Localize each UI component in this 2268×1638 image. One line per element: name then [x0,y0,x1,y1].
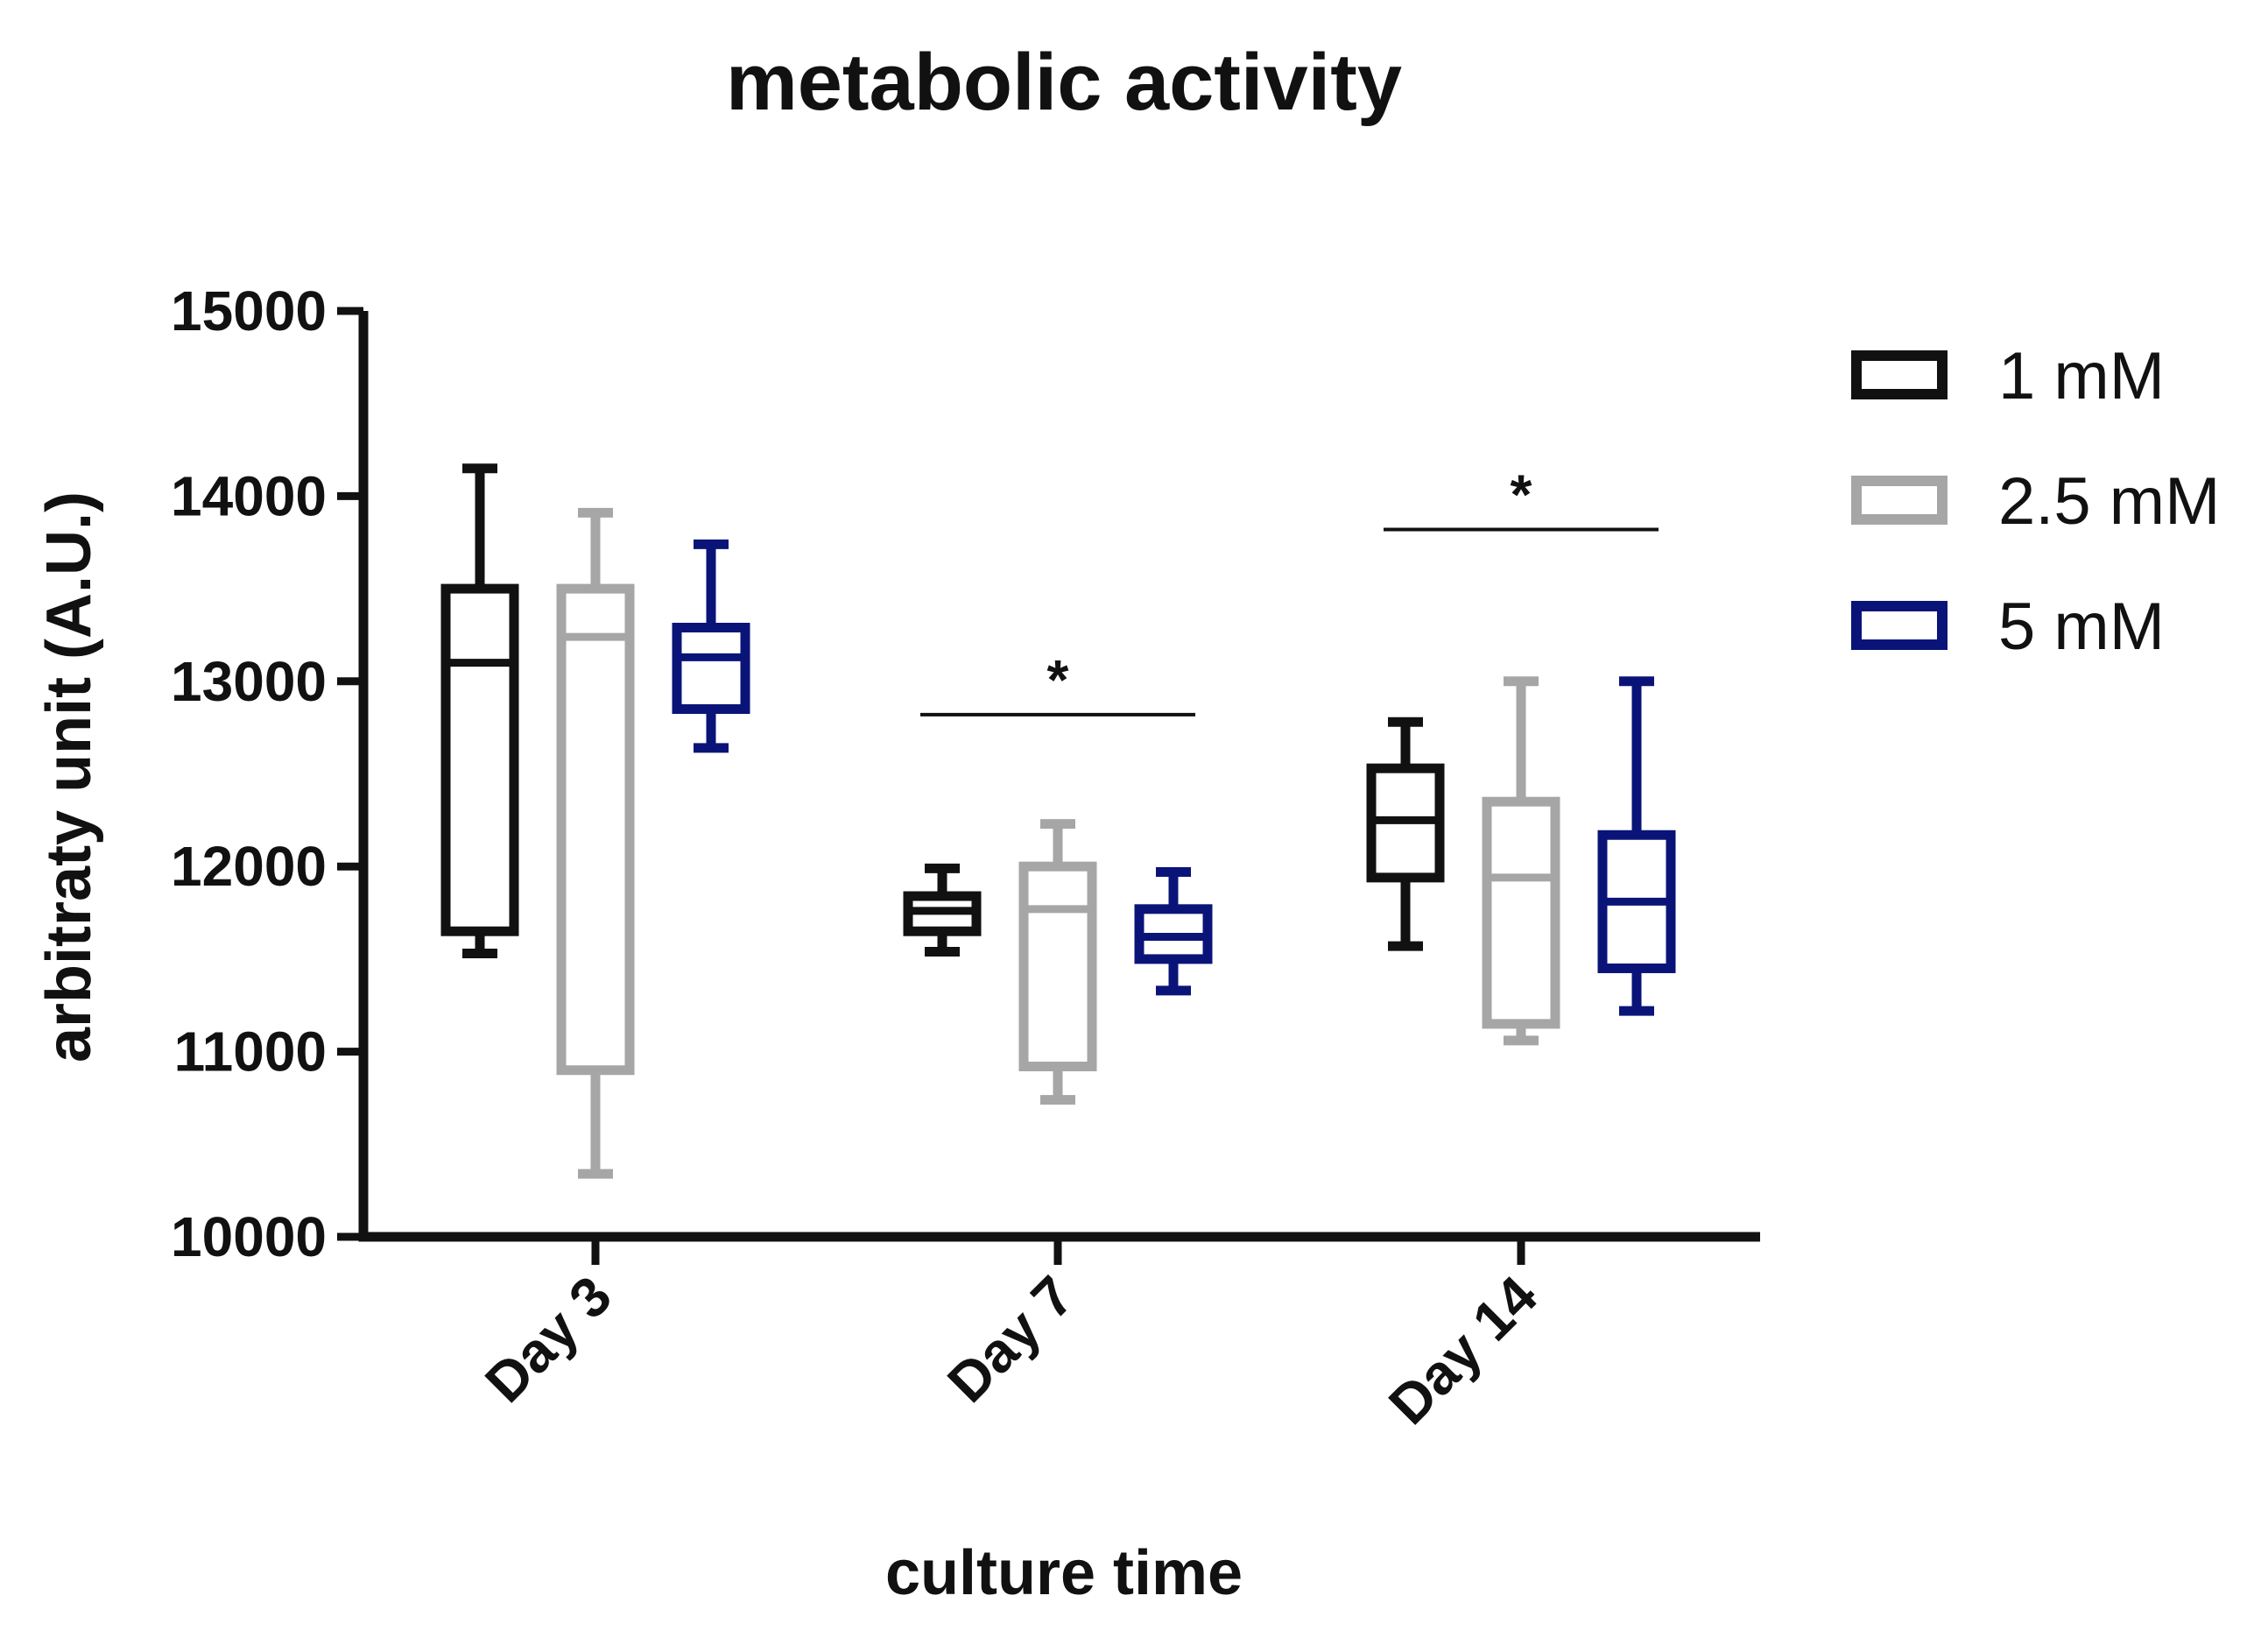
legend-swatch [1851,476,1948,525]
chart-title: metabolic activity [726,38,1402,127]
box-1-mm-day-7 [903,863,982,957]
significance-star: * [1047,648,1069,711]
legend-swatch [1851,601,1948,650]
legend-label: 2.5 mM [1998,464,2220,539]
box-iqr [672,622,750,715]
box-2-5-mm-day-14 [1482,676,1560,1046]
box-2-5-mm-day-7 [1018,819,1097,1105]
box-5-mm-day-14 [1597,676,1676,1016]
x-tick-label: Day 7 [935,1264,1086,1415]
y-axis-label: arbitraty unit (A.U.) [34,491,104,1063]
box-2-5-mm-day-3 [556,507,635,1179]
y-tick-label: 15000 [171,279,327,342]
box-5-mm-day-3 [672,539,750,753]
x-tick-label: Day 14 [1377,1264,1549,1437]
x-tick-label: Day 3 [473,1264,623,1415]
y-tick-label: 12000 [171,835,327,898]
legend-swatch [1851,350,1948,399]
significance-star: * [1511,462,1532,526]
boxes-layer [440,463,1676,1179]
y-tick-label: 14000 [171,464,327,527]
legend-label: 1 mM [1998,339,2165,413]
box-iqr [440,583,519,936]
y-tick-label: 11000 [174,1020,327,1084]
significance-layer: ** [920,462,1659,717]
y-tick-label: 13000 [171,650,327,713]
box-iqr [1482,796,1560,1029]
x-axis-label: culture time [885,1538,1243,1608]
box-1-mm-day-14 [1366,717,1445,951]
box-1-mm-day-3 [440,463,519,959]
y-tick-label: 10000 [171,1205,327,1268]
legend-label: 5 mM [1998,590,2165,664]
box-iqr [1018,861,1097,1072]
legend: 1 mM 2.5 mM 5 mM [1851,339,2220,664]
box-5-mm-day-7 [1134,867,1213,996]
box-iqr [556,583,635,1076]
